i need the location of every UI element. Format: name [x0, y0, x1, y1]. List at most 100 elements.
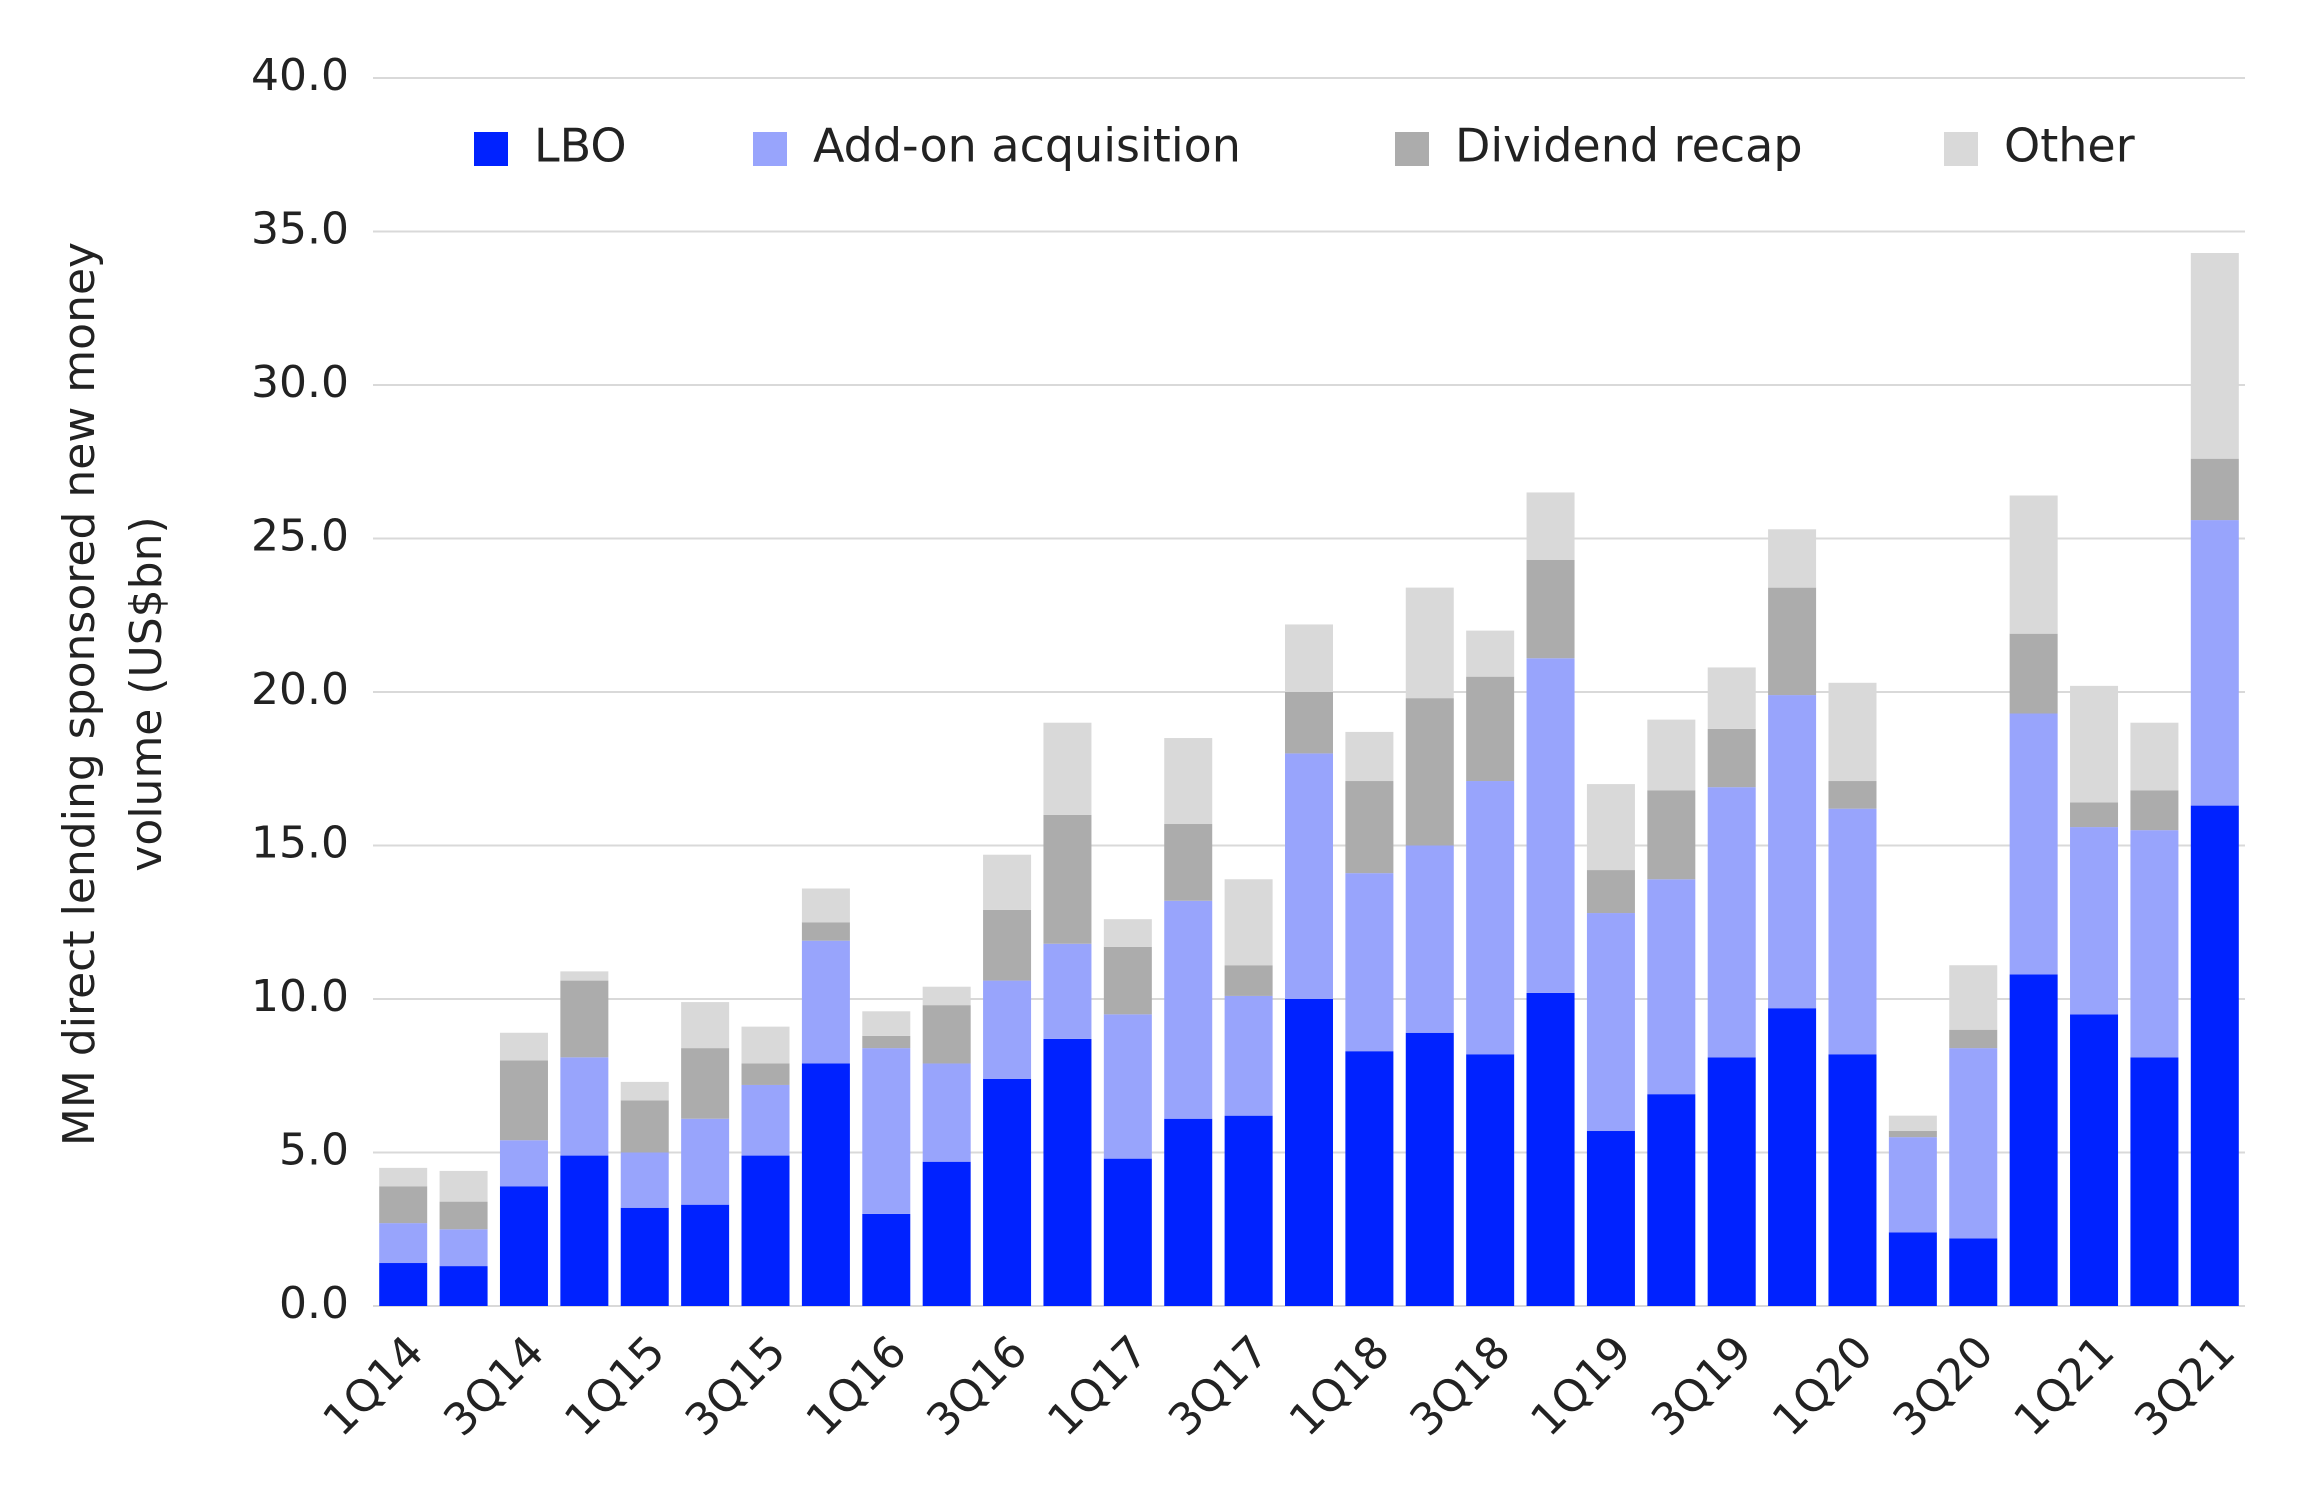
x-tick-label: 3Q18	[1400, 1326, 1520, 1446]
bar-segment	[1285, 999, 1333, 1306]
bar-segment	[1043, 1038, 1092, 1306]
bar-segment	[1888, 1137, 1937, 1233]
bar-segment	[1949, 1048, 1998, 1239]
bar-segment	[1586, 1131, 1635, 1306]
bar-segment	[983, 980, 1032, 1079]
x-tick-label: 1Q19	[1521, 1326, 1641, 1446]
x-tick-label: 1Q21	[2004, 1326, 2124, 1446]
bar-segment	[1768, 1008, 1817, 1306]
bar-segment	[862, 1213, 911, 1306]
bar-segment	[1828, 781, 1877, 809]
bar-segment	[1828, 808, 1877, 1055]
bar-segment	[1103, 1014, 1152, 1159]
bar-segment	[560, 971, 609, 981]
bar-segment	[681, 1204, 730, 1306]
bar-segment	[983, 854, 1032, 910]
legend-label: Other	[2004, 119, 2135, 173]
bar-segment	[2070, 685, 2119, 803]
x-tick-label: 1Q20	[1763, 1326, 1883, 1446]
bar-segment	[1043, 943, 1092, 1039]
bar-segment	[1768, 695, 1817, 1009]
bar-segment	[862, 1048, 911, 1214]
bar-segment	[2009, 713, 2058, 975]
bar-segment	[741, 1084, 790, 1156]
bar-segment	[1345, 873, 1394, 1052]
bar-segment	[560, 1057, 609, 1156]
bar-segment	[1526, 658, 1575, 993]
bar-segment	[1586, 784, 1635, 871]
bar-segment	[1647, 879, 1696, 1095]
bar-segment	[1647, 790, 1696, 880]
legend-swatch	[753, 132, 787, 166]
bar-segment	[499, 1032, 548, 1061]
bar-segment	[2009, 633, 2058, 714]
bar-segment	[439, 1170, 488, 1202]
bar-segment	[1043, 814, 1092, 944]
bar-segment	[681, 1002, 730, 1049]
bar-segment	[1466, 630, 1515, 677]
bar-segment	[620, 1081, 669, 1101]
bar-segment	[2190, 458, 2239, 521]
bar-segment	[1285, 624, 1333, 692]
bar-segment	[1103, 919, 1152, 947]
x-tick-label: 1Q18	[1280, 1326, 1400, 1446]
bar-segment	[1647, 719, 1696, 791]
bar-segment	[1466, 1054, 1515, 1306]
bar-segment	[1285, 753, 1333, 999]
y-tick-label: 25.0	[251, 511, 349, 562]
bar-segment	[1224, 879, 1273, 966]
bar-segment	[379, 1223, 428, 1264]
bar-segment	[1405, 698, 1454, 846]
bar-segment	[2070, 827, 2119, 1015]
bar-segment	[983, 1078, 1032, 1306]
x-tick-label: 1Q15	[555, 1326, 675, 1446]
x-tick-label: 1Q16	[797, 1326, 917, 1446]
bar-segment	[2130, 830, 2179, 1058]
bar-segment	[1345, 781, 1394, 874]
bar-segment	[681, 1118, 730, 1205]
x-tick-label: 1Q17	[1038, 1326, 1158, 1446]
bar-segment	[439, 1266, 488, 1306]
bar-segment	[1103, 946, 1152, 1015]
y-tick-label: 20.0	[251, 664, 349, 715]
bar-segment	[922, 986, 971, 1006]
bar-segment	[983, 909, 1032, 981]
bar-segment	[1224, 1115, 1273, 1306]
bar-segment	[2009, 974, 2058, 1306]
legend-label: Add-on acquisition	[813, 119, 1241, 173]
legend-label: Dividend recap	[1455, 119, 1803, 173]
bar-segment	[1043, 722, 1092, 815]
bar-segment	[2070, 802, 2119, 828]
bar-segment	[1949, 1238, 1998, 1306]
legend-label: LBO	[534, 119, 627, 173]
bar-segment	[862, 1011, 911, 1036]
bar-segment	[1828, 1054, 1877, 1306]
bar-segment	[439, 1229, 488, 1267]
bar-segment	[2009, 495, 2058, 634]
bar-segment	[1164, 824, 1213, 901]
legend-swatch	[1395, 132, 1429, 166]
y-axis-label: volume (US$bn)	[121, 516, 172, 871]
bar-segment	[1466, 676, 1515, 782]
y-tick-label: 35.0	[251, 204, 349, 255]
bar-segment	[1164, 900, 1213, 1119]
x-tick-label: 3Q19	[1642, 1326, 1762, 1446]
x-tick-label: 3Q17	[1159, 1326, 1279, 1446]
bar-segment	[1707, 728, 1756, 788]
x-tick-label: 3Q16	[917, 1326, 1037, 1446]
bar-segment	[862, 1035, 911, 1049]
bar-segment	[1586, 913, 1635, 1132]
bar-segment	[1405, 1032, 1454, 1306]
x-tick-label: 3Q14	[434, 1326, 554, 1446]
bar-segment	[1768, 587, 1817, 696]
bar-segment	[801, 940, 850, 1064]
bar-segment	[2130, 722, 2179, 791]
bar-segment	[620, 1207, 669, 1306]
bar-segment	[922, 1063, 971, 1162]
bar-segment	[1828, 682, 1877, 782]
bar-segment	[1949, 1029, 1998, 1049]
bar-segment	[1647, 1094, 1696, 1306]
bar-segment	[560, 980, 609, 1058]
bar-segment	[1949, 965, 1998, 1030]
bar-segment	[379, 1167, 428, 1187]
